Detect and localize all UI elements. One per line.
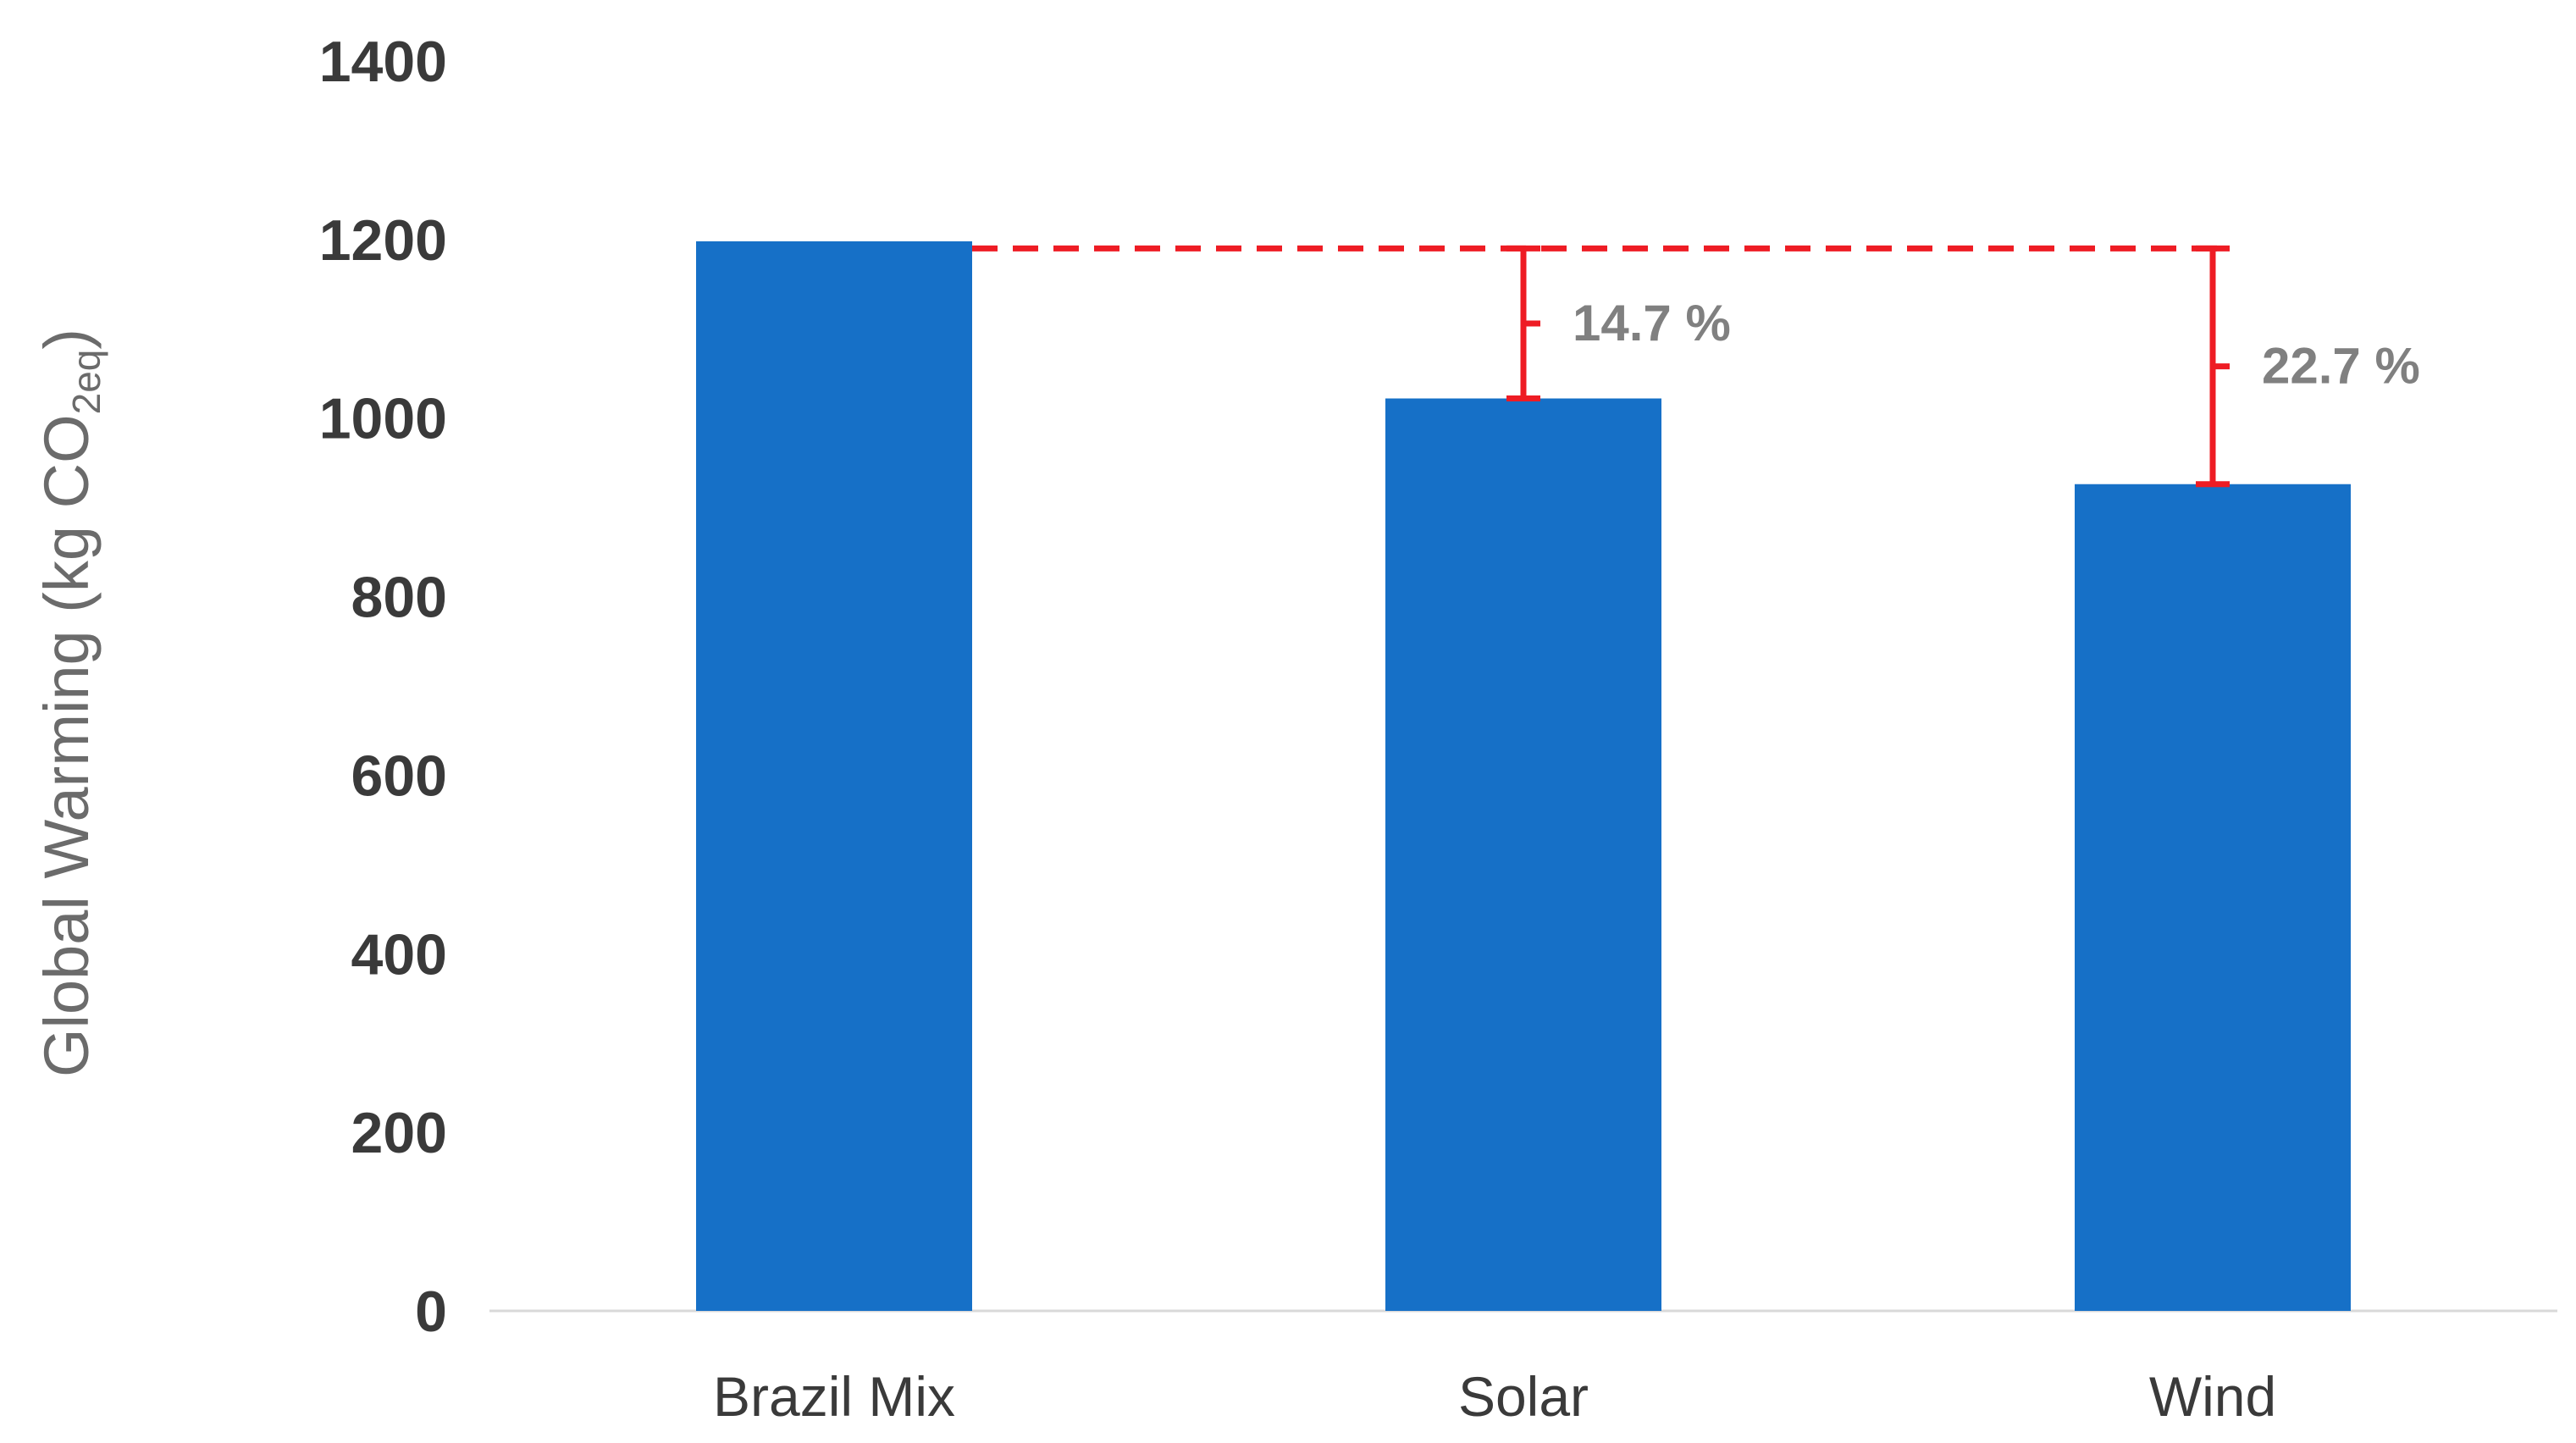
y-axis-label: Global Warming (kg CO2eq) xyxy=(31,329,108,1077)
y-tick-label: 400 xyxy=(351,922,447,987)
y-tick-label: 0 xyxy=(415,1280,447,1344)
y-tick-label: 1400 xyxy=(319,30,447,94)
bar-wind xyxy=(2075,484,2351,1311)
bar-solar xyxy=(1385,398,1661,1311)
x-category-label: Solar xyxy=(1458,1365,1589,1428)
x-axis-categories: Brazil Mix Solar Wind xyxy=(713,1365,2276,1428)
reduction-label: 14.7 % xyxy=(1573,295,1731,351)
y-axis-label-main: Global Warming (kg CO xyxy=(31,414,102,1077)
y-tick-label: 200 xyxy=(351,1101,447,1165)
x-category-label: Brazil Mix xyxy=(713,1365,955,1428)
bars xyxy=(696,240,2351,1312)
y-axis-label-sub: 2eq xyxy=(64,350,108,415)
y-tick-label: 800 xyxy=(351,566,447,630)
reduction-annotations: 14.7 % 22.7 % xyxy=(972,245,2420,488)
y-axis-label-end: ) xyxy=(31,329,102,350)
y-tick-label: 600 xyxy=(351,744,447,808)
y-tick-label: 1000 xyxy=(319,387,447,451)
x-category-label: Wind xyxy=(2149,1365,2276,1428)
reduction-label: 22.7 % xyxy=(2262,338,2420,395)
y-tick-label: 1200 xyxy=(319,208,447,273)
bar-brazil-mix xyxy=(696,240,972,1312)
y-axis-ticks: 0 200 400 600 800 1000 1200 1400 xyxy=(319,30,447,1344)
